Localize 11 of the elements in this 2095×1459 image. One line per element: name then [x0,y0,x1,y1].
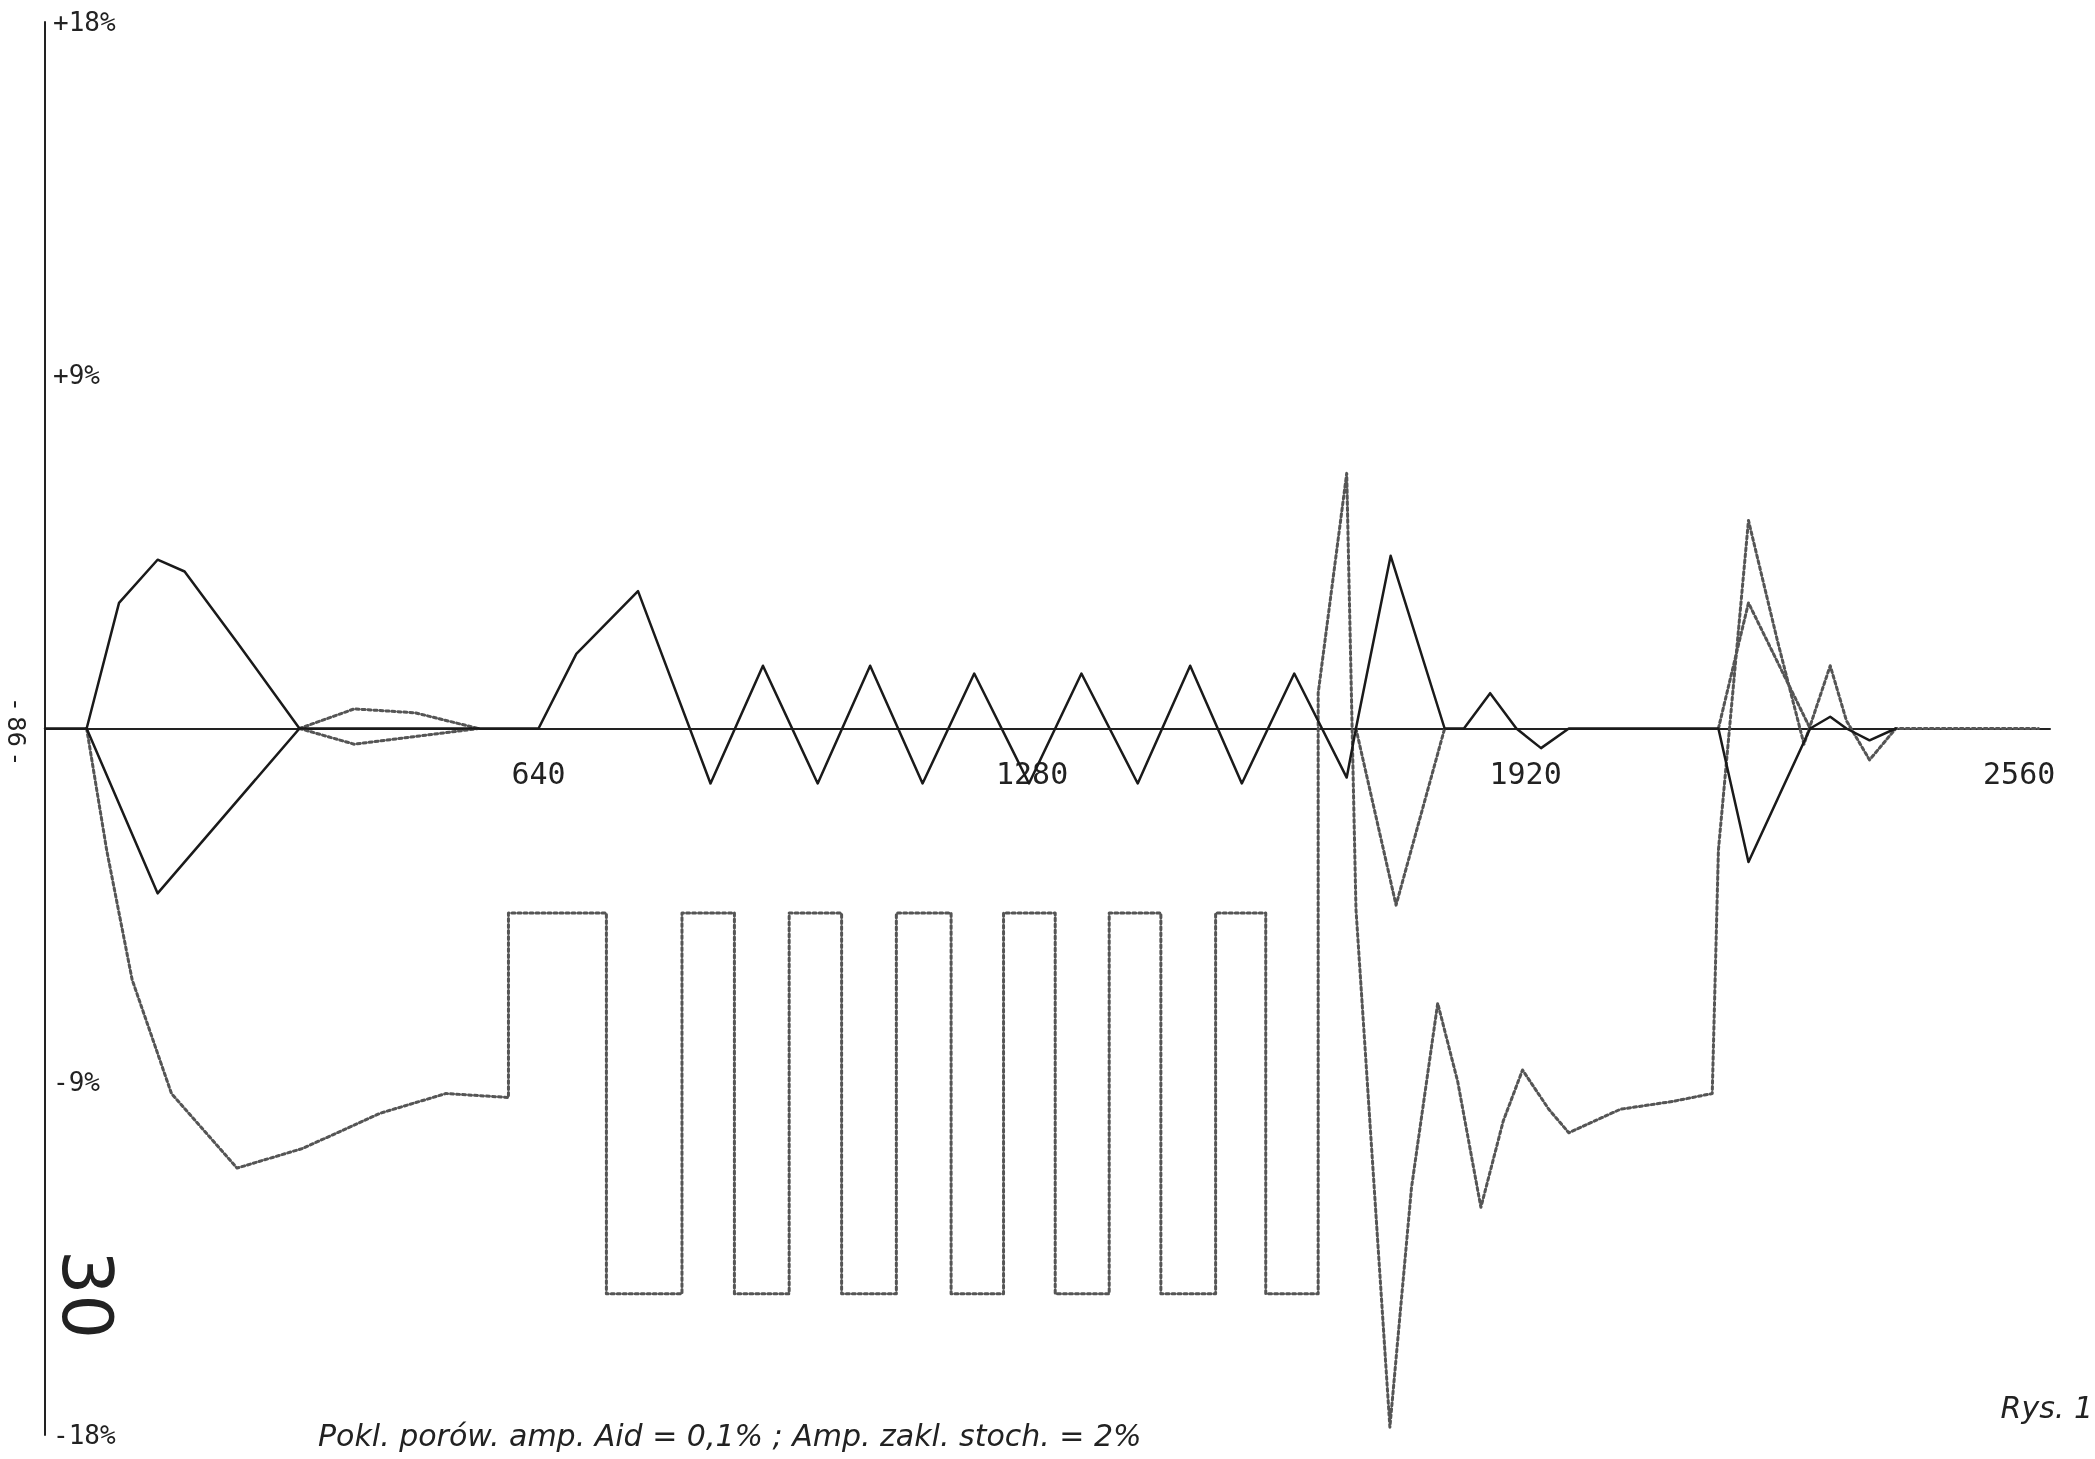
annotation: Rys. 1 [2000,1389,2093,1425]
annotation: 30 [46,1250,128,1340]
text: - 86 - [2,700,30,764]
y-tick-label: +9% [53,360,101,391]
y-tick-label: -18% [53,1420,116,1450]
x-tick-label: 640 [511,756,566,791]
x-tick-label: 2560 [1983,756,2056,791]
annotation: Pokl. porów. amp. Aid = 0,1% ; Amp. zakl. stoch. = 2% [318,1417,1142,1453]
x-tick-label: 1920 [1489,756,1562,791]
y-tick-label: +18% [53,7,116,37]
y-tick-label: -9% [53,1066,101,1097]
